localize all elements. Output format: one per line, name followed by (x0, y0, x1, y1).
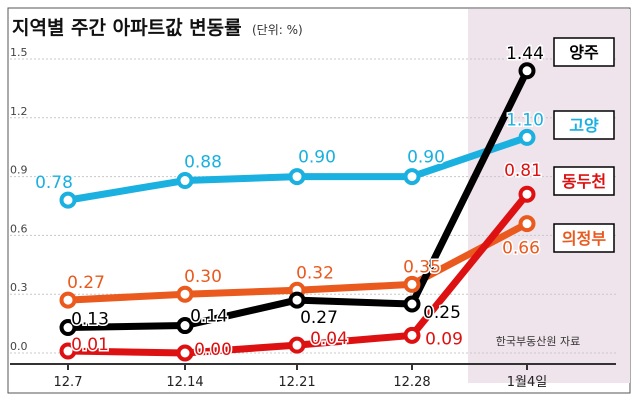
data-label: 0.13 (71, 310, 109, 330)
data-point (288, 291, 306, 309)
data-label: 0.09 (425, 329, 463, 349)
y-tick-label: 0.3 (10, 281, 28, 294)
y-tick-label: 1.5 (10, 46, 28, 59)
data-label: 0.27 (300, 308, 338, 328)
data-label: 0.27 (67, 273, 105, 293)
source-note: 한국부동산원 자료 (496, 335, 580, 348)
data-point (518, 215, 536, 233)
data-point (176, 172, 194, 190)
x-tick-label: 12.21 (278, 375, 315, 390)
data-label: 0.32 (296, 263, 334, 283)
data-point (59, 342, 77, 360)
y-tick-label: 0.0 (10, 340, 28, 353)
series-name-label: 동두천 (562, 172, 606, 191)
data-label: 0.14 (190, 307, 228, 327)
x-tick-label: 12.7 (54, 375, 83, 390)
y-tick-label: 0.9 (10, 164, 28, 177)
data-point (59, 191, 77, 209)
y-tick-labels: 0.0 0.3 0.6 0.9 1.2 1.5 (10, 46, 28, 353)
series-name-label: 의정부 (562, 229, 606, 248)
data-point (288, 336, 306, 354)
series-name-box (553, 223, 615, 253)
data-point (176, 285, 194, 303)
y-tick-label: 1.2 (10, 105, 28, 118)
series-name-box (553, 110, 615, 140)
x-tick-label: 12.28 (393, 375, 430, 390)
series-name-label: 양주 (569, 43, 599, 62)
data-label: 0.04 (310, 329, 348, 349)
data-label: 0.35 (403, 257, 441, 277)
series-points (59, 62, 536, 362)
data-label: 0.81 (504, 161, 542, 181)
x-tick-label: 12.14 (166, 375, 203, 390)
data-point (288, 168, 306, 186)
data-point (518, 62, 536, 80)
data-point (403, 295, 421, 313)
grid-lines (10, 58, 616, 354)
data-label: 0.78 (35, 173, 73, 193)
data-labels: 0.78 0.88 0.90 0.90 1.10 0.27 0.30 0.32 0.35 0.66… (34, 42, 546, 361)
data-label: 0.90 (298, 148, 336, 168)
x-axis: 12.7 12.14 12.21 12.28 1월4일 (10, 363, 616, 390)
data-label: 0.66 (502, 239, 540, 259)
data-point (59, 319, 77, 337)
highlight-band (468, 9, 630, 383)
data-point (176, 344, 194, 362)
data-point (403, 326, 421, 344)
data-label: 1.10 (506, 110, 544, 130)
data-label: 1.44 (506, 44, 544, 64)
data-label: 0.01 (71, 335, 109, 355)
data-label: 0.90 (407, 148, 445, 168)
data-point (403, 275, 421, 293)
data-point (59, 291, 77, 309)
unit-note: (단위: %) (252, 23, 303, 37)
data-point (403, 168, 421, 186)
data-label: 0.88 (184, 153, 222, 173)
y-tick-label: 0.6 (10, 222, 28, 235)
data-label: 0.00 (194, 340, 232, 360)
series-name-box (553, 37, 615, 67)
data-point (176, 317, 194, 335)
series-name-box (553, 166, 615, 196)
chart-title: 지역별 주간 아파트값 변동률 (12, 17, 242, 39)
x-tick-label: 1월4일 (507, 375, 547, 390)
data-point (518, 185, 536, 203)
data-point (518, 128, 536, 146)
data-label: 0.30 (184, 267, 222, 287)
data-label: 0.25 (423, 303, 461, 323)
series-name-label: 고양 (569, 116, 599, 135)
